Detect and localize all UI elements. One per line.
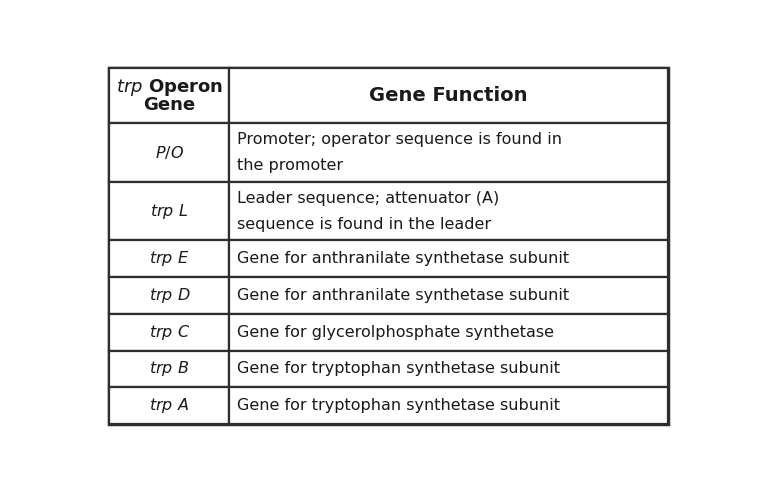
- Bar: [230, 314, 668, 351]
- Text: $\it{trp\ B}$: $\it{trp\ B}$: [149, 359, 190, 378]
- Bar: [109, 277, 230, 314]
- Bar: [230, 123, 668, 182]
- Bar: [109, 68, 230, 123]
- Text: Gene Function: Gene Function: [369, 86, 528, 105]
- Text: Gene for glycerolphosphate synthetase: Gene for glycerolphosphate synthetase: [237, 325, 554, 340]
- Text: $\it{trp\ D}$: $\it{trp\ D}$: [149, 286, 190, 305]
- Bar: [109, 241, 230, 277]
- Text: the promoter: the promoter: [237, 158, 343, 173]
- Bar: [230, 241, 668, 277]
- Text: sequence is found in the leader: sequence is found in the leader: [237, 217, 491, 231]
- Text: $\it{P/O}$: $\it{P/O}$: [155, 144, 184, 161]
- Bar: [230, 277, 668, 314]
- Text: Promoter; operator sequence is found in: Promoter; operator sequence is found in: [237, 132, 562, 147]
- Text: Gene for anthranilate synthetase subunit: Gene for anthranilate synthetase subunit: [237, 251, 569, 266]
- Text: $\it{trp\ A}$: $\it{trp\ A}$: [149, 396, 190, 415]
- Bar: [109, 182, 230, 241]
- Text: $\it{trp\ L}$: $\it{trp\ L}$: [150, 202, 189, 221]
- Text: $\it{trp\ E}$: $\it{trp\ E}$: [149, 249, 190, 268]
- Text: Gene for anthranilate synthetase subunit: Gene for anthranilate synthetase subunit: [237, 288, 569, 303]
- Text: Leader sequence; attenuator (A): Leader sequence; attenuator (A): [237, 191, 500, 206]
- Bar: [109, 387, 230, 424]
- Bar: [109, 314, 230, 351]
- Bar: [109, 123, 230, 182]
- Text: Gene for tryptophan synthetase subunit: Gene for tryptophan synthetase subunit: [237, 398, 560, 413]
- Bar: [230, 68, 668, 123]
- Bar: [230, 387, 668, 424]
- Text: $\it{trp\ C}$: $\it{trp\ C}$: [149, 323, 190, 342]
- Bar: [230, 351, 668, 387]
- Bar: [109, 351, 230, 387]
- Bar: [230, 182, 668, 241]
- Text: Gene for tryptophan synthetase subunit: Gene for tryptophan synthetase subunit: [237, 361, 560, 376]
- Text: Gene: Gene: [143, 96, 196, 114]
- Text: $\it{trp}$ Operon: $\it{trp}$ Operon: [116, 77, 223, 98]
